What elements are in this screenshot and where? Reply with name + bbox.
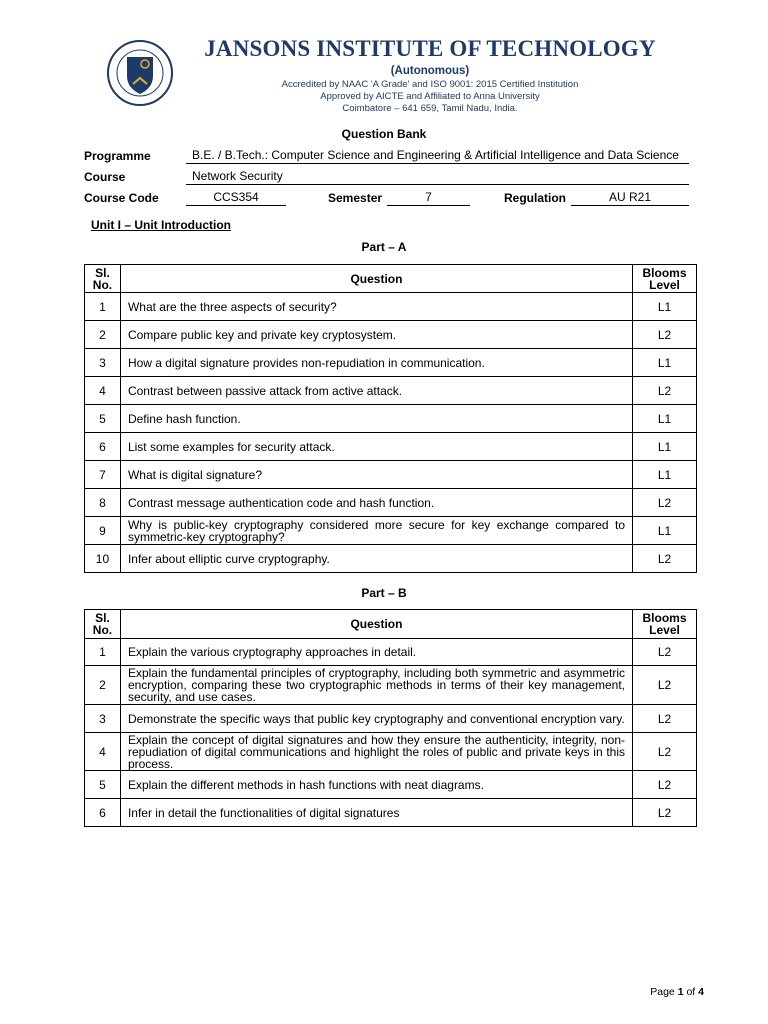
col-blooms: Blooms Level	[632, 264, 697, 293]
sl-no-cell: 4	[84, 376, 121, 405]
approval: Approved by AICTE and Affiliated to Anna…	[320, 91, 540, 102]
table-row: 4 Explain the concept of digital signatur…	[84, 732, 697, 771]
blooms-level-cell: L1	[632, 432, 697, 461]
question-cell: Contrast message authentication code and…	[119, 488, 634, 517]
institution-logo	[105, 40, 175, 106]
blooms-level-cell: L2	[632, 798, 697, 827]
sl-no-cell: 7	[84, 460, 121, 489]
table-row: 4 Contrast between passive attack from ac…	[84, 376, 697, 405]
sl-no-cell: 2	[84, 320, 121, 349]
table-row: 8 Contrast message authentication code an…	[84, 488, 697, 517]
unit-heading: Unit I – Unit Introduction	[91, 218, 231, 232]
regulation-label: Regulation	[504, 191, 566, 205]
page-word: Page	[650, 986, 675, 998]
part-b-table: Sl. No. Question Blooms Level 1 Explain t…	[84, 609, 697, 827]
table-row: 7 What is digital signature? L1	[84, 460, 697, 489]
page-footer: Page 1 of 4	[650, 986, 704, 998]
blooms-level-cell: L2	[632, 544, 697, 573]
question-cell: What is digital signature?	[119, 460, 634, 489]
col-question: Question	[119, 609, 634, 639]
col-sl-no: Sl. No.	[84, 609, 121, 639]
programme-value: B.E. / B.Tech.: Computer Science and Eng…	[186, 149, 689, 164]
question-cell: Define hash function.	[119, 404, 634, 433]
course-label: Course	[84, 170, 126, 184]
question-cell: List some examples for security attack.	[119, 432, 634, 461]
question-cell: Explain the various cryptography approac…	[119, 638, 634, 666]
table-row: 6 List some examples for security attack.…	[84, 432, 697, 461]
question-cell: Demonstrate the specific ways that publi…	[119, 704, 634, 733]
question-cell: Explain the fundamental principles of cr…	[119, 665, 634, 705]
blooms-level-cell: L1	[632, 516, 697, 545]
question-cell: What are the three aspects of security?	[119, 292, 634, 321]
question-cell: Compare public key and private key crypt…	[119, 320, 634, 349]
regulation-value: AU R21	[571, 191, 689, 206]
autonomous-label: (Autonomous)	[390, 65, 470, 77]
sl-no-cell: 3	[84, 348, 121, 377]
blooms-level-cell: L1	[632, 404, 697, 433]
table-row: 10 Infer about elliptic curve cryptograph…	[84, 544, 697, 573]
sl-no-cell: 6	[84, 798, 121, 827]
address: Coimbatore – 641 659, Tamil Nadu, India.	[342, 103, 518, 114]
sl-no-cell: 9	[84, 516, 121, 545]
sl-no-cell: 2	[84, 665, 121, 705]
part-a-title: Part – A	[361, 240, 407, 254]
blooms-level-cell: L1	[632, 292, 697, 321]
course-code-label: Course Code	[84, 191, 159, 205]
col-sl-no: Sl. No.	[84, 264, 121, 293]
blooms-level-cell: L2	[632, 770, 697, 799]
table-row: 5 Define hash function. L1	[84, 404, 697, 433]
blooms-level-cell: L2	[632, 320, 697, 349]
course-value: Network Security	[186, 170, 689, 185]
table-header: Sl. No. Question Blooms Level	[84, 609, 697, 639]
question-cell: Infer about elliptic curve cryptography.	[119, 544, 634, 573]
of-word: of	[686, 986, 696, 998]
col-question: Question	[119, 264, 634, 293]
blooms-level-cell: L2	[632, 704, 697, 733]
blooms-level-cell: L2	[632, 665, 697, 705]
sl-no-cell: 3	[84, 704, 121, 733]
col-blooms: Blooms Level	[632, 609, 697, 639]
institution-name: JANSONS INSTITUTE OF TECHNOLOGY	[204, 36, 656, 61]
table-row: 2 Compare public key and private key cryp…	[84, 320, 697, 349]
blooms-level-cell: L1	[632, 348, 697, 377]
part-a-table: Sl. No. Question Blooms Level 1 What are …	[84, 264, 697, 573]
page-number: 1	[677, 986, 684, 998]
table-row: 9 Why is public-key cryptography consider…	[84, 516, 697, 545]
semester-value: 7	[387, 191, 470, 206]
sl-no-cell: 6	[84, 432, 121, 461]
question-cell: Infer in detail the functionalities of d…	[119, 798, 634, 827]
blooms-level-cell: L1	[632, 460, 697, 489]
table-row: 1 What are the three aspects of security?…	[84, 292, 697, 321]
table-row: 3 Demonstrate the specific ways that publ…	[84, 704, 697, 733]
programme-label: Programme	[84, 149, 151, 163]
table-row: 1 Explain the various cryptography approa…	[84, 638, 697, 666]
table-row: 3 How a digital signature provides non-re…	[84, 348, 697, 377]
question-cell: Explain the different methods in hash fu…	[119, 770, 634, 799]
blooms-level-cell: L2	[632, 638, 697, 666]
question-cell: Explain the concept of digital signature…	[119, 732, 634, 771]
doc-title: Question Bank	[341, 127, 427, 141]
accreditation: Accredited by NAAC 'A Grade' and ISO 900…	[281, 79, 579, 90]
part-b-title: Part – B	[361, 586, 407, 600]
sl-no-cell: 10	[84, 544, 121, 573]
sl-no-cell: 5	[84, 770, 121, 799]
blooms-level-cell: L2	[632, 488, 697, 517]
question-cell: How a digital signature provides non-rep…	[119, 348, 634, 377]
table-row: 5 Explain the different methods in hash f…	[84, 770, 697, 799]
sl-no-cell: 5	[84, 404, 121, 433]
table-header: Sl. No. Question Blooms Level	[84, 264, 697, 293]
sl-no-cell: 4	[84, 732, 121, 771]
semester-label: Semester	[328, 191, 383, 205]
sl-no-cell: 8	[84, 488, 121, 517]
sl-no-cell: 1	[84, 638, 121, 666]
blooms-level-cell: L2	[632, 376, 697, 405]
blooms-level-cell: L2	[632, 732, 697, 771]
table-row: 6 Infer in detail the functionalities of …	[84, 798, 697, 827]
sl-no-cell: 1	[84, 292, 121, 321]
table-row: 2 Explain the fundamental principles of c…	[84, 665, 697, 705]
question-cell: Why is public-key cryptography considere…	[119, 516, 634, 545]
page-total: 4	[698, 986, 704, 998]
course-code-value: CCS354	[186, 191, 286, 206]
question-cell: Contrast between passive attack from act…	[119, 376, 634, 405]
